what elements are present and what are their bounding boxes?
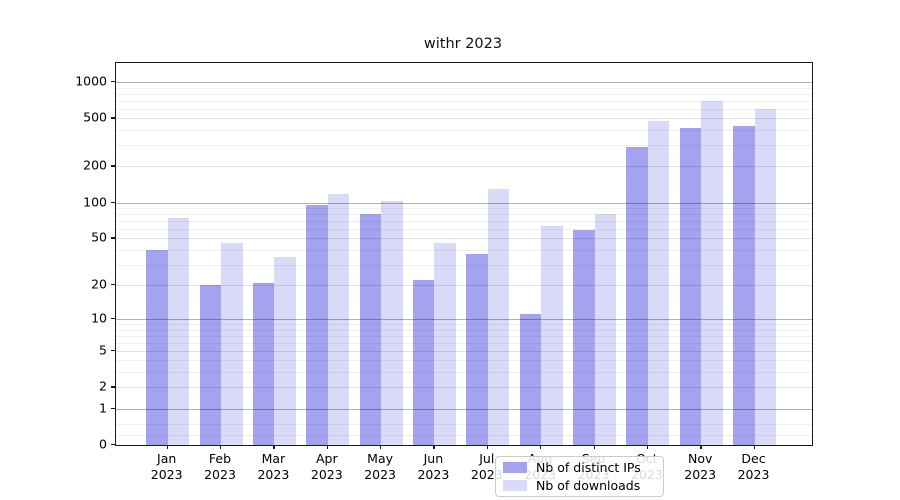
y-tick-label-2: 2 — [99, 378, 107, 394]
bar-ips-jun — [412, 280, 435, 445]
x-tick-label-feb: Feb 2023 — [204, 451, 236, 482]
y-tick-mark-0 — [111, 444, 115, 446]
bar-downloads-sep — [594, 214, 616, 445]
y-tick-mark-200 — [111, 165, 115, 167]
y-tick-label-100: 100 — [83, 194, 107, 209]
y-tick-label-10: 10 — [91, 310, 107, 326]
y-tick-mark-500 — [111, 117, 115, 119]
x-tick-mark-dec — [753, 445, 755, 449]
bar-downloads-oct — [647, 120, 670, 445]
y-tick-label-5: 5 — [99, 342, 107, 358]
legend-item-downloads: Nb of downloads — [503, 478, 656, 493]
plot-area: Nb of distinct IPs Nb of downloads — [115, 62, 813, 497]
bar-ips-oct — [626, 147, 648, 445]
x-tick-label-jan: Jan 2023 — [150, 451, 183, 482]
bar-ips-sep — [573, 229, 595, 445]
bar-ips-may — [359, 214, 382, 445]
bar-ips-jul — [466, 253, 488, 445]
y-tick-label-50: 50 — [91, 229, 107, 245]
legend-swatch-distinct-ips — [503, 462, 527, 473]
legend-swatch-downloads — [503, 480, 527, 491]
bar-downloads-mar — [274, 256, 296, 445]
x-tick-mark-jun — [433, 445, 435, 449]
bar-downloads-aug — [541, 225, 563, 445]
bar-ips-nov — [679, 128, 702, 445]
x-tick-label-jun: Jun 2023 — [417, 451, 450, 482]
y-tick-mark-2 — [111, 386, 115, 388]
y-axis: 1000 500 200 100 50 20 10 5 2 1 0 — [0, 62, 107, 451]
y-tick-label-0: 0 — [99, 436, 107, 452]
y-tick-mark-1 — [111, 407, 115, 409]
x-tick-mark-sep — [593, 445, 595, 449]
bar-downloads-jan — [167, 218, 190, 445]
bar-ips-jan — [146, 249, 168, 445]
x-tick-mark-oct — [646, 445, 649, 449]
bars-layer — [116, 63, 812, 445]
legend: Nb of distinct IPs Nb of downloads — [495, 456, 664, 497]
x-tick-mark-jul — [486, 445, 489, 449]
y-tick-mark-5 — [111, 349, 115, 352]
x-tick-label-nov: Nov 2023 — [684, 451, 717, 482]
bar-ips-mar — [252, 282, 275, 445]
bar-ips-feb — [199, 285, 222, 445]
x-tick-label-dec: Dec 2023 — [737, 451, 770, 482]
bar-downloads-nov — [701, 100, 723, 445]
bar-downloads-may — [381, 201, 403, 445]
y-tick-label-1000: 1000 — [75, 73, 107, 89]
x-tick-mark-mar — [273, 445, 275, 449]
y-tick-mark-50 — [111, 237, 115, 239]
bar-downloads-jul — [487, 188, 510, 445]
bar-ips-aug — [519, 314, 542, 445]
bar-downloads-dec — [754, 108, 777, 445]
x-tick-mark-aug — [540, 445, 542, 449]
bar-ips-dec — [733, 126, 755, 445]
chart-title: withr 2023 — [423, 36, 503, 52]
x-tick-mark-apr — [326, 445, 329, 449]
x-tick-label-apr: Apr 2023 — [310, 451, 343, 482]
x-tick-label-jul: Jul 2023 — [470, 451, 503, 482]
bar-downloads-feb — [221, 242, 243, 445]
y-tick-mark-20 — [111, 284, 115, 286]
legend-label-downloads: Nb of downloads — [536, 478, 641, 493]
bar-downloads-jun — [434, 242, 456, 445]
bar-downloads-apr — [327, 193, 350, 445]
x-tick-mark-may — [380, 445, 382, 449]
x-tick-mark-jan — [166, 445, 169, 449]
x-tick-label-mar: Mar 2023 — [257, 451, 290, 482]
legend-label-distinct-ips: Nb of distinct IPs — [536, 460, 641, 475]
y-tick-label-1: 1 — [99, 400, 107, 416]
legend-item-distinct-ips: Nb of distinct IPs — [503, 460, 656, 475]
y-tick-mark-1000 — [111, 80, 115, 83]
x-tick-label-may: May 2023 — [364, 451, 396, 482]
x-tick-mark-nov — [700, 445, 702, 449]
y-tick-label-500: 500 — [83, 109, 107, 125]
y-tick-label-20: 20 — [91, 276, 107, 292]
y-tick-mark-10 — [111, 318, 115, 320]
y-tick-label-200: 200 — [83, 157, 107, 173]
bar-ips-apr — [306, 204, 328, 445]
y-tick-mark-100 — [111, 201, 115, 203]
x-tick-mark-feb — [220, 445, 222, 449]
